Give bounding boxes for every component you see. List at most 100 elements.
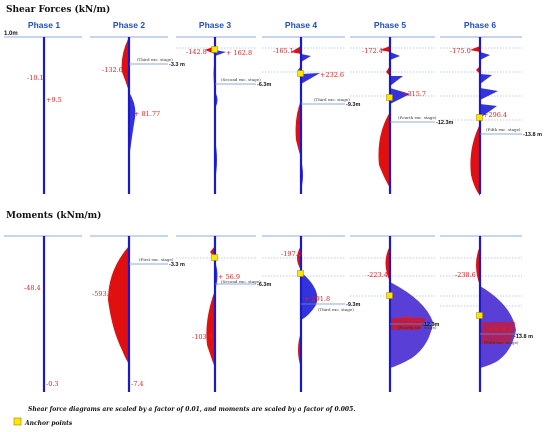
phase-2-header: Phase 2 — [113, 20, 145, 30]
moment-stage-lines — [129, 263, 522, 335]
shear-phase5-lower — [378, 112, 390, 188]
shear-stage-depth: -9.3m — [346, 102, 360, 108]
moment-anchors — [211, 254, 483, 319]
shear-phase5-pos2 — [390, 76, 403, 86]
shear-stage-depths: -3.3 m -6.3m -9.3m -12.3m -13.8 m — [169, 62, 542, 138]
anchor-legend-icon — [13, 417, 22, 426]
shear-stage-depth: -12.3m — [436, 120, 454, 126]
moment-stage-note: (First exc. stage) — [139, 257, 174, 262]
shear-stage-note: (Third exc. stage) — [137, 57, 173, 62]
shear-phase6-neg — [470, 46, 480, 52]
anchor-point-icon — [386, 292, 393, 299]
shear-phase2-negative — [121, 37, 129, 92]
shear-phase4-neg — [291, 46, 301, 54]
moment-stage-depth: -13.8 m — [514, 334, 533, 340]
phase-3-header: Phase 3 — [199, 20, 231, 30]
shear-value-label: -175.0 — [450, 47, 471, 55]
shear-phase4-lower — [295, 100, 301, 158]
moment-phase5-top — [385, 246, 390, 282]
anchor-legend-label: Anchor points — [24, 420, 73, 427]
shear-value-labels: -10.1 +9.5 -132.6 + 81.77 -142.8 + 162.8… — [27, 47, 507, 119]
shear-phase6-pos4 — [480, 104, 497, 118]
anchor-point-icon — [386, 94, 393, 101]
shear-stage-depth: -13.8 m — [523, 132, 542, 138]
moment-stage-depths: -3.3 m -6.3m -9.3m -12.3m -13.8 m — [169, 262, 533, 340]
shear-value-label: -132.6 — [102, 66, 123, 74]
shear-value-label: +315.7 — [402, 90, 426, 98]
moment-value-label: -0.3 — [46, 380, 59, 388]
moment-value-label: -7.4 — [131, 380, 144, 388]
shear-anchors — [211, 46, 483, 121]
shear-value-label: -165.1 — [273, 47, 294, 55]
moment-value-label: -223.4 — [367, 271, 388, 279]
shear-stage-depth: -6.3m — [257, 82, 271, 88]
moment-value-label: + 291.8 — [304, 295, 330, 303]
shear-stage-note: (Fourth exc. stage) — [398, 115, 437, 120]
anchor-point-icon — [297, 70, 304, 77]
shear-phase6-pos2 — [480, 74, 492, 84]
shear-stage-note: (Third exc. stage) — [314, 97, 350, 102]
shear-phase5-pos1 — [390, 52, 400, 60]
top-level-label: 1.0m — [4, 31, 18, 37]
shear-stage-lines — [129, 63, 522, 135]
moment-stage-depth: -12.3m — [422, 322, 440, 328]
phase-4-header: Phase 4 — [285, 20, 317, 30]
moment-stage-depth: -3.3 m — [169, 262, 185, 268]
shear-value-label: -172.4 — [362, 47, 383, 55]
moment-phase4-mid — [301, 272, 318, 320]
moment-value-label: -238.6 — [455, 271, 476, 279]
shear-value-label: +232.6 — [320, 71, 344, 79]
shear-shafts — [42, 37, 482, 194]
shear-phase5-neg — [380, 46, 390, 52]
shear-value-label: +296.4 — [483, 111, 507, 119]
shear-section-title: Shear Forces (kN/m) — [6, 4, 110, 15]
moment-value-label: -103.8 — [192, 333, 213, 341]
moment-diagrams — [108, 246, 516, 368]
shear-phase5-pos3 — [390, 88, 410, 104]
anchor-point-icon — [476, 114, 483, 121]
moment-value-label: -48.4 — [24, 284, 41, 292]
moment-stage-note: (Second exc. stage) — [221, 279, 261, 284]
moment-value-label: -197.0 — [281, 250, 302, 258]
moment-stage-depth: -6.3m — [257, 282, 271, 288]
moment-value-label: + 56.9 — [218, 273, 240, 281]
shear-phase6-lower — [470, 124, 480, 196]
moment-value-labels: -48.4 -0.3 -593.0 -7.4 + 56.9 -103.8 -19… — [24, 250, 512, 388]
phase-headers: Phase 1 Phase 2 Phase 3 Phase 4 Phase 5 … — [28, 20, 496, 30]
moment-phase6-red — [480, 322, 515, 344]
shear-value-label: +9.5 — [46, 96, 62, 104]
shear-value-label: + 162.8 — [226, 49, 252, 57]
moment-stage-depth: -9.3m — [346, 302, 360, 308]
shear-stage-depth: -3.3 m — [169, 62, 185, 68]
shear-stage-note: (Second exc. stage) — [221, 77, 261, 82]
shear-phase6-pos3 — [480, 88, 498, 100]
anchor-point-icon — [297, 270, 304, 277]
moment-value-label: +700.2 — [396, 315, 420, 323]
anchor-point-icon — [211, 46, 218, 53]
shear-stage-note: (Fifth exc. stage) — [486, 127, 521, 132]
moment-stage-note: (Fourth exc. stage) — [398, 325, 437, 330]
moment-stage-note: (Fifth exc. stage) — [484, 340, 519, 345]
footer-note: Shear force diagrams are scaled by a fac… — [28, 406, 355, 413]
moment-phase3-lower — [206, 290, 215, 368]
shear-phase6-pos1 — [480, 52, 490, 60]
moment-value-label: -593.0 — [92, 290, 113, 298]
moment-phase2-negative — [108, 246, 129, 364]
phase-6-header: Phase 6 — [464, 20, 496, 30]
shear-phase4-pos2 — [301, 73, 320, 84]
moment-stage-note: (Third exc. stage) — [318, 307, 354, 312]
phase-1-header: Phase 1 — [28, 20, 60, 30]
anchor-point-icon — [211, 254, 218, 261]
shear-value-label: -10.1 — [27, 74, 44, 82]
anchor-point-icon — [476, 312, 483, 319]
moment-stage-notes: (First exc. stage) (Second exc. stage) (… — [139, 257, 519, 345]
shear-stage-notes: (Third exc. stage) (Second exc. stage) (… — [137, 57, 521, 132]
moment-section-title: Moments (kNm/m) — [6, 210, 101, 221]
shear-phase2-positive — [129, 92, 136, 160]
shear-value-label: + 81.77 — [134, 110, 160, 118]
shear-diagrams — [121, 37, 498, 196]
shear-phase4-pos1 — [301, 54, 311, 62]
phase-5-header: Phase 5 — [374, 20, 406, 30]
moment-value-label: +874.3 — [488, 325, 512, 333]
